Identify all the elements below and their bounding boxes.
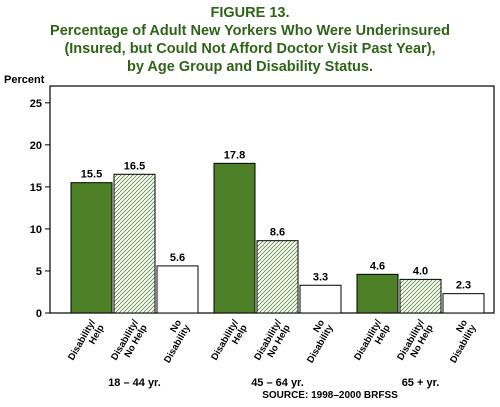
y-tick-label: 20 <box>30 140 42 152</box>
data-label: 2.3 <box>456 280 471 292</box>
bar-1-2 <box>113 173 156 314</box>
x-tick-label: Disability/No Help <box>109 318 150 368</box>
bar-2-3 <box>299 284 342 314</box>
chart-title-line-2: (Insured, but Could Not Afford Doctor Vi… <box>64 41 436 57</box>
x-tick-label: Disability/No Help <box>395 318 436 368</box>
plot-area: 0 5 10 15 20 25 15.5 Disability/Help 16.5 Disabil… <box>30 85 495 389</box>
y-tick-label: 5 <box>36 266 42 278</box>
y-tick-label: 0 <box>36 308 42 320</box>
bar-3-3 <box>442 293 485 314</box>
x-tick-label: NoDisability <box>296 317 336 365</box>
group-label: 65 + yr. <box>402 377 440 389</box>
group-label: 18 – 44 yr. <box>108 377 161 389</box>
data-label: 4.6 <box>370 260 385 272</box>
bar-3-1 <box>356 273 399 314</box>
x-tick-label: NoDisability <box>439 317 479 365</box>
bar-1-3 <box>156 265 199 314</box>
chart-title-line-3: by Age Group and Disability Status. <box>127 59 373 75</box>
y-tick-label: 25 <box>30 98 42 110</box>
figure-label: FIGURE 13. <box>210 5 290 21</box>
x-tick-label: Disability/No Help <box>252 318 293 368</box>
y-axis-title: Percent <box>4 74 45 86</box>
data-label: 16.5 <box>124 160 145 172</box>
x-tick-label: Disability/Help <box>66 318 107 368</box>
y-tick-label: 15 <box>30 182 42 194</box>
bar-1-1 <box>70 182 113 314</box>
data-label: 4.0 <box>413 265 428 277</box>
bar-3-2 <box>399 278 442 314</box>
chart-title-line-1: Percentage of Adult New Yorkers Who Were… <box>50 23 450 39</box>
bar-2-1 <box>213 162 256 314</box>
y-tick-label: 10 <box>30 224 42 236</box>
bar-2-2 <box>256 240 299 314</box>
data-label: 5.6 <box>170 252 185 264</box>
data-label: 17.8 <box>224 149 245 161</box>
x-tick-label: Disability/Help <box>352 318 393 368</box>
data-label: 8.6 <box>270 227 285 239</box>
data-label: 3.3 <box>313 271 328 283</box>
group-label: 45 – 64 yr. <box>251 377 304 389</box>
source-note: SOURCE: 1998–2000 BRFSS <box>262 390 398 401</box>
data-label: 15.5 <box>81 169 102 181</box>
x-tick-label: Disability/Help <box>209 318 250 368</box>
x-tick-label: NoDisability <box>153 317 193 365</box>
